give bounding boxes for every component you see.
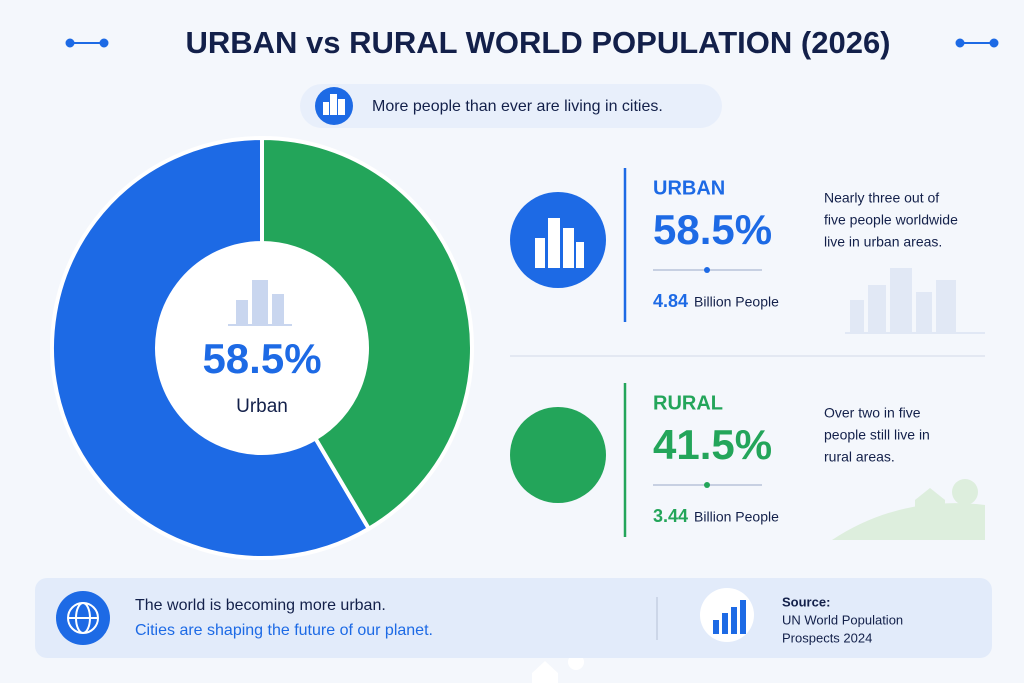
- globe-lines: [67, 602, 99, 634]
- illustration: [915, 488, 945, 518]
- panel-population: 4.84: [653, 291, 688, 311]
- panel-description: Over two in five: [824, 405, 921, 421]
- illustration: [916, 292, 932, 332]
- illustration: [868, 285, 886, 332]
- source-text: UN World Population: [782, 612, 903, 627]
- center-icon: [228, 280, 292, 326]
- panel-percent: 41.5%: [653, 421, 772, 468]
- panel-heading: URBAN: [653, 177, 725, 199]
- panel-description: live in urban areas.: [824, 234, 942, 250]
- panel-heading: RURAL: [653, 392, 723, 414]
- panel-icon: [510, 407, 606, 503]
- panel-population-unit: Billion People: [694, 294, 779, 310]
- illustration: [832, 503, 985, 540]
- donut-hole: [156, 242, 368, 454]
- icon-building: [576, 242, 584, 268]
- icon-building: [535, 238, 545, 268]
- subtitle-pill: [300, 84, 722, 128]
- source-icon-bars: [713, 600, 746, 634]
- illustration: [890, 268, 912, 332]
- icon-house: [532, 661, 558, 683]
- source-text: Prospects 2024: [782, 630, 872, 645]
- icon-building: [563, 228, 574, 268]
- city-icon-buildings: [323, 94, 345, 115]
- subtitle: More people than ever are living in citi…: [372, 98, 663, 115]
- footer-line1: The world is becoming more urban.: [135, 597, 386, 614]
- illustration: [850, 300, 864, 332]
- panel-description: people still live in: [824, 427, 930, 443]
- panel-divider-dot: [704, 267, 710, 273]
- source-label: Source:: [782, 594, 830, 609]
- chart-title: URBAN vs RURAL WORLD POPULATION (2026): [185, 25, 890, 60]
- title-decoration: [65, 38, 999, 48]
- center-value: 58.5%: [202, 335, 321, 382]
- panel-description: Nearly three out of: [824, 190, 939, 206]
- center-label: Urban: [236, 396, 288, 417]
- footer-line2: Cities are shaping the future of our pla…: [135, 622, 433, 639]
- panel-description: five people worldwide: [824, 212, 958, 228]
- panel-percent: 58.5%: [653, 206, 772, 253]
- panel-population: 3.44: [653, 506, 688, 526]
- illustration: [936, 280, 956, 332]
- panel-description: rural areas.: [824, 449, 895, 465]
- illustration: [845, 332, 985, 334]
- footer-box: [35, 578, 992, 658]
- panel-divider-dot: [704, 482, 710, 488]
- panels: URBAN 58.5% 4.84 Billion People Nearly three…: [510, 168, 985, 683]
- illustration: [952, 479, 978, 505]
- panel-population-unit: Billion People: [694, 509, 779, 525]
- icon-building: [548, 218, 560, 268]
